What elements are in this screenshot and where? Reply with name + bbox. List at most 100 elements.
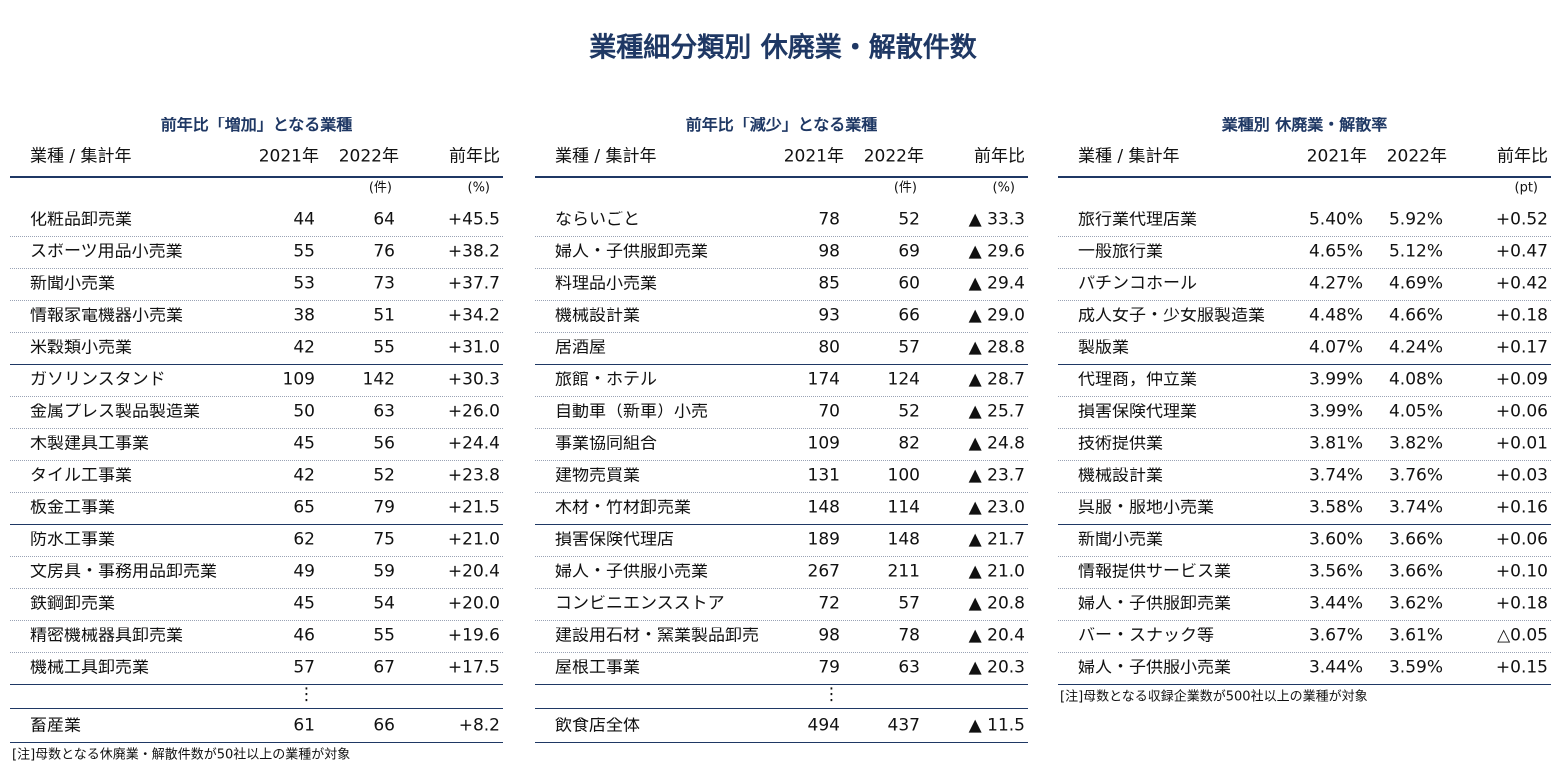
row-label: 米穀類小売業 [30,339,132,357]
rule [535,652,1028,653]
cell-value: 63 [898,657,920,678]
cell-value: 65 [293,497,315,518]
cell-value: +0.52 [1495,209,1548,230]
cell-value: 3.99% [1308,401,1363,422]
cell-value: 494 [807,715,840,736]
column-header: 2021年 [1306,146,1367,167]
row-label: バー・スナック等 [1078,627,1214,645]
rule [10,708,503,709]
rule [535,332,1028,333]
rule [535,684,1028,685]
column-header: 前年比 [1497,146,1548,167]
cell-value: 267 [807,561,840,582]
cell-value: ▲ 20.8 [968,593,1025,614]
cell-value: ▲ 33.3 [968,209,1025,230]
unit-label: (件) [368,180,392,196]
rule [535,236,1028,237]
cell-value: +31.0 [447,337,500,358]
cell-value: +0.16 [1495,497,1548,518]
cell-value: +23.8 [447,465,500,486]
table-subtitle: 業種別 休廃業・解散率 [1221,117,1388,133]
cell-value: 61 [293,715,315,736]
rule [10,300,503,301]
page-title: 業種細分類別 休廃業・解散件数 [589,32,977,64]
cell-value: 63 [373,401,395,422]
rule [10,332,503,333]
row-label: 損害保険代理業 [1078,403,1197,421]
rule [1058,396,1551,397]
row-label: 屋根工事業 [555,659,640,677]
cell-value: 3.66% [1388,561,1443,582]
rule [1058,364,1551,365]
cell-value: ▲ 23.7 [968,465,1025,486]
cell-value: 3.44% [1308,657,1363,678]
cell-value: +0.01 [1495,433,1548,454]
cell-value: +21.5 [447,497,500,518]
cell-value: +34.2 [447,305,500,326]
row-label: 情報家電機器小売業 [30,307,183,325]
cell-value: 82 [898,433,920,454]
cell-value: 42 [293,465,315,486]
cell-value: 78 [898,625,920,646]
cell-value: 98 [818,241,840,262]
unit-label: (%) [467,180,491,196]
cell-value: 73 [373,273,395,294]
cell-value: 42 [293,337,315,358]
row-label: 建設用石材・窯業製品卸売 [555,627,759,645]
row-label: 料理品小売業 [555,275,657,293]
ellipsis: ⋮ [823,684,840,705]
rule [10,524,503,525]
rule [1058,236,1551,237]
ellipsis: ⋮ [298,684,315,705]
cell-value: 109 [282,369,315,390]
cell-value: 3.61% [1388,625,1443,646]
footnote: [注]母数となる収録企業数が500社以上の業種が対象 [1060,689,1368,705]
rule [535,460,1028,461]
cell-value: 45 [293,593,315,614]
cell-value: 3.67% [1308,625,1363,646]
cell-value: 55 [373,625,395,646]
rule [1058,620,1551,621]
rule [535,364,1028,365]
cell-value: 62 [293,529,315,550]
rule [535,742,1028,743]
cell-value: 4.05% [1388,401,1443,422]
cell-value: 4.69% [1388,273,1443,294]
rule [10,236,503,237]
column-header: 2021年 [258,146,319,167]
row-label: 代理商，仲立業 [1078,371,1197,389]
cell-value: 76 [373,241,395,262]
cell-value: +37.7 [447,273,500,294]
cell-value: 5.40% [1308,209,1363,230]
rule [535,428,1028,429]
rule [1058,524,1551,525]
cell-value: 80 [818,337,840,358]
cell-value: 3.62% [1388,593,1443,614]
row-label: 一般旅行業 [1078,243,1163,261]
cell-value: 3.76% [1388,465,1443,486]
row-label: 新聞小売業 [1078,531,1163,549]
cell-value: ▲ 23.0 [968,497,1025,518]
row-label: 畜産業 [30,717,81,735]
rule [10,268,503,269]
cell-value: +0.17 [1495,337,1548,358]
cell-value: 67 [373,657,395,678]
cell-value: 57 [293,657,315,678]
rule [10,428,503,429]
cell-value: 211 [887,561,920,582]
cell-value: 66 [373,715,395,736]
cell-value: +19.6 [447,625,500,646]
row-label: 飲食店全体 [555,717,640,735]
cell-value: +0.09 [1495,369,1548,390]
row-label: 居酒屋 [555,339,606,357]
row-label: タイル工事業 [30,467,132,485]
cell-value: 131 [807,465,840,486]
cell-value: 57 [898,593,920,614]
rule [1058,684,1551,685]
cell-value: +0.15 [1495,657,1548,678]
row-label: 成人女子・少女服製造業 [1078,307,1265,325]
column-header: 2022年 [338,146,399,167]
row-label: 婦人・子供服小売業 [555,563,708,581]
cell-value: ▲ 24.8 [968,433,1025,454]
